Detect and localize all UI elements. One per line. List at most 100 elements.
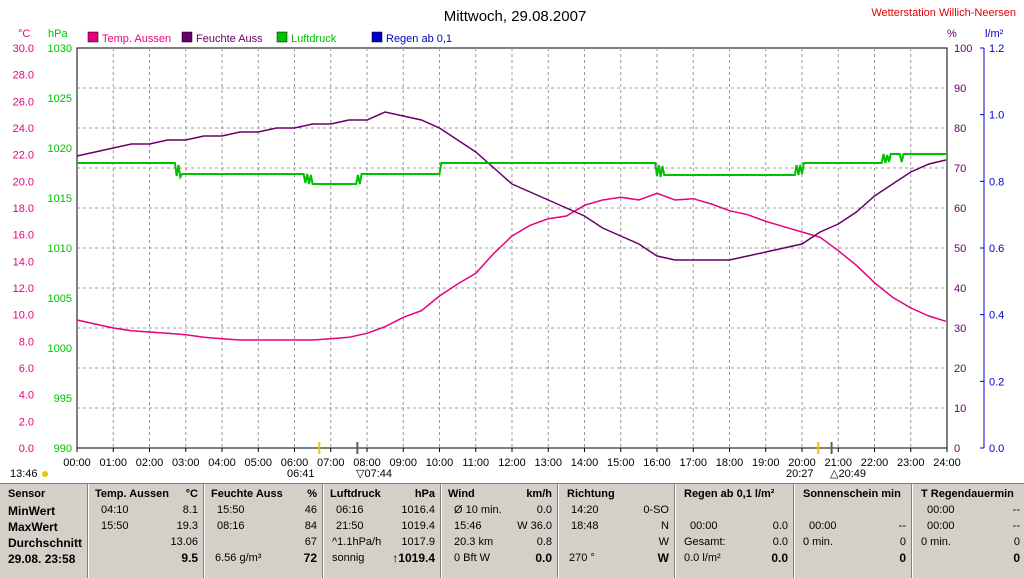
temp-min: 8.1 [182,504,198,516]
rain-axis-unit: l/m² [985,28,1004,40]
rain-duration-time-1: 00:00 [927,504,955,516]
temp-tick-label: 4.0 [19,390,34,402]
series-line [77,153,947,185]
sun-left-time: 13:46 [10,468,38,480]
humidity-max-time: 08:16 [217,520,245,532]
x-tick-label: 20:00 [788,457,816,469]
temp-tick-label: 2.0 [19,416,34,428]
sunset-time: 20:27 [786,468,814,480]
x-tick-label: 08:00 [353,457,381,469]
sensor-column: Sensor MinWert MaxWert Durchschnitt 29.0… [0,484,89,578]
sunshine-total: 0 [899,536,906,548]
wind-beaufort: 0 Bft W [454,552,491,564]
legend-label: Luftdruck [291,33,337,45]
pressure-tick-label: 1005 [48,293,72,305]
pressure-column: Luftdruck hPa 06:16 1016.4 21:50 1019.4 … [324,484,442,578]
x-tick-label: 14:00 [571,457,599,469]
temp-tick-label: 24.0 [13,123,34,135]
pressure-tick-label: 1000 [48,343,72,355]
rain-tick-label: 1.0 [989,110,1004,122]
x-tick-label: 02:00 [136,457,164,469]
temp-tick-label: 16.0 [13,230,34,242]
temp-min-time: 04:10 [101,504,129,516]
wind-current: 0.0 [535,551,552,565]
statistics-table: Sensor MinWert MaxWert Durchschnitt 29.0… [0,483,1024,578]
direction-value-1: 0-SO [643,504,669,516]
temp-tick-label: 18.0 [13,203,34,215]
pressure-tick-label: 990 [54,443,72,455]
rain-tick-label: 0.8 [989,176,1004,188]
pressure-axis-unit: hPa [48,28,68,40]
temp-tick-label: 30.0 [13,43,34,55]
sunshine-value: -- [898,520,906,532]
humidity-tick-label: 10 [954,403,966,415]
rain-duration-column: T Regendauermin 00:00 -- 00:00 -- 0 min.… [913,484,1024,578]
pressure-avg: 1017.9 [401,536,435,548]
x-tick-label: 18:00 [716,457,744,469]
temp-axis-unit: °C [18,28,30,40]
direction-time-2: 18:48 [571,520,599,532]
humidity-current: 72 [303,551,317,565]
series-line [76,111,947,261]
humidity-min-time: 15:50 [217,504,245,516]
humidity-avg: 67 [304,536,317,548]
x-tick-label: 15:00 [607,457,635,469]
wind-column: Wind km/h Ø 10 min. 0.0 15:46 W 36.0 20.… [442,484,559,578]
temp-tick-label: 26.0 [13,96,34,108]
temp-avg: 13.06 [170,536,198,548]
direction-column: Richtung 14:20 0-SO 18:48 N W 270 ° W [559,484,676,578]
x-tick-label: 09:00 [389,457,417,469]
rain-tick-label: 0.6 [989,243,1004,255]
temp-max: 19.3 [176,520,198,532]
humidity-tick-label: 50 [954,243,966,255]
temp-tick-label: 20.0 [13,176,34,188]
humidity-min: 46 [304,504,317,516]
weather-chart: 00:00 01:00 02:00 03:00 04:00 05:00 06:00 07:00… [10,7,1016,480]
pressure-max-time: 21:50 [336,520,364,532]
rain-header: Regen ab 0,1 l/m² [684,488,775,500]
x-tick-label: 16:00 [643,457,671,469]
pressure-tick-label: 1020 [48,143,72,155]
x-tick-label: 07:00 [317,457,345,469]
sun-icon [42,471,48,477]
temp-current: 9.5 [181,551,198,565]
wind-unit: km/h [526,488,552,500]
temp-tick-label: 6.0 [19,363,34,375]
rain-column: Regen ab 0,1 l/m² 00:00 0.0 Gesamt: 0.0 … [676,484,795,578]
pressure-forecast: sonnig [332,552,365,564]
sunrise-time: 06:41 [287,468,315,480]
pressure-header: Luftdruck [330,488,381,500]
temp-tick-label: 0.0 [19,443,34,455]
row-label-avg: Durchschnitt [8,536,83,550]
humidity-tick-label: 100 [954,43,972,55]
x-tick-label: 12:00 [498,457,526,469]
humidity-tick-label: 20 [954,363,966,375]
legend-swatch [371,31,383,43]
x-tick-label: 23:00 [897,457,925,469]
temp-max-time: 15:50 [101,520,129,532]
rain-amount: 0.0 l/m² [684,552,721,564]
wind-max: W 36.0 [517,520,552,532]
pressure-min: 1016.4 [401,504,435,516]
temp-tick-label: 10.0 [13,310,34,322]
sunshine-column: Sonnenschein min 00:00 -- 0 min. 0 0 [795,484,913,578]
x-tick-label: 01:00 [99,457,127,469]
humidity-max: 84 [304,520,317,532]
legend-label: Feuchte Auss [196,33,263,45]
pressure-unit: hPa [414,488,435,500]
rain-duration-time-2: 00:00 [927,520,955,532]
temp-tick-label: 8.0 [19,336,34,348]
pressure-current: ↑1019.4 [392,551,435,565]
wind-header: Wind [448,488,475,500]
wind-avg-label: Ø 10 min. [454,504,502,516]
row-label-current: 29.08. 23:58 [8,552,76,566]
direction-value-3: W [658,536,669,548]
legend-swatch [181,31,193,43]
humidity-absolute: 6.56 g/m³ [215,552,262,564]
direction-header: Richtung [567,488,615,500]
station-name: Wetterstation Willich-Neersen [871,7,1016,19]
rain-current: 0.0 [771,551,788,565]
rain-tick-label: 0.0 [989,443,1004,455]
rain-time: 00:00 [690,520,718,532]
wind-avg: 0.0 [536,504,552,516]
